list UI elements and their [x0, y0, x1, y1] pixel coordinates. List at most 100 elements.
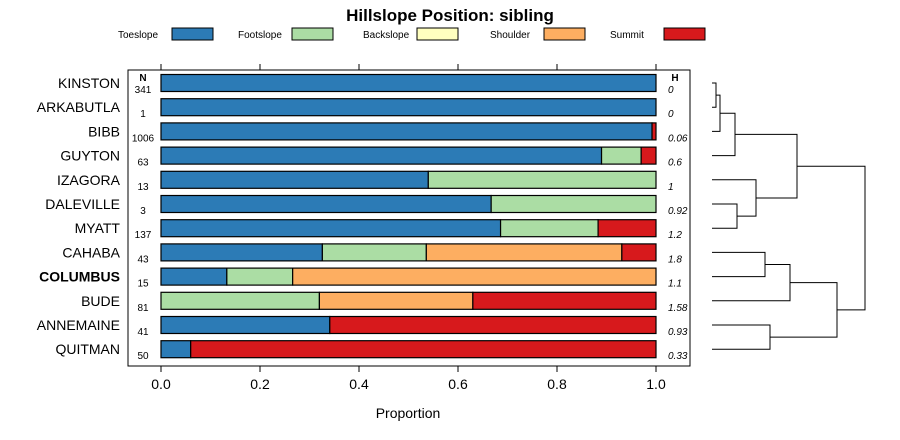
h-value-bibb: 0.06 — [668, 133, 688, 144]
row-label-kinston: KINSTON — [58, 75, 120, 91]
bar-columbus-toeslope — [160, 267, 228, 286]
x-tick-label-3: 0.6 — [448, 376, 468, 392]
n-value-quitman: 50 — [137, 351, 149, 362]
bar-myatt-footslope — [499, 219, 599, 238]
x-tick-label-2: 0.4 — [349, 376, 369, 392]
bar-myatt-toeslope — [160, 219, 502, 238]
row-label-guyton: GUYTON — [60, 148, 120, 164]
row-label-cahaba: CAHABA — [62, 244, 120, 260]
bar-columbus-footslope — [226, 267, 294, 286]
n-value-bude: 81 — [137, 303, 149, 314]
row-label-annemaine: ANNEMAINE — [37, 317, 120, 333]
n-value-kinston: 341 — [135, 85, 152, 96]
legend-label-footslope: Footslope — [238, 30, 282, 41]
bar-izagora-footslope — [427, 170, 657, 189]
legend-label-shoulder: Shoulder — [490, 30, 531, 41]
dendro-link-upper — [735, 133, 798, 199]
row-label-daleville: DALEVILLE — [45, 196, 120, 212]
row-label-columbus: COLUMBUS — [39, 269, 120, 285]
dendro-link-cahaba-columbus — [712, 251, 766, 278]
n-header: N — [139, 73, 146, 84]
h-value-cahaba: 1.8 — [668, 254, 682, 265]
bar-bude-footslope — [160, 291, 320, 310]
x-tick-label-5: 1.0 — [646, 376, 666, 392]
x-axis-label: Proportion — [376, 405, 441, 421]
bar-bibb-summit — [651, 122, 657, 141]
h-value-kinston: 0 — [668, 85, 674, 96]
legend-swatch-backslope — [416, 27, 459, 41]
dendrogram — [712, 82, 866, 350]
bar-annemaine-toeslope — [160, 315, 331, 335]
dendro-link-bude — [712, 264, 791, 302]
dendro-link-izagora — [712, 179, 757, 217]
bar-daleville-toeslope — [160, 194, 492, 214]
bar-arkabutla-toeslope — [160, 98, 657, 117]
legend-label-backslope: Backslope — [363, 30, 410, 41]
bar-guyton-toeslope — [160, 146, 603, 165]
dendro-link-daleville-myatt — [712, 203, 738, 229]
h-value-columbus: 1.1 — [668, 279, 682, 290]
h-value-arkabutla: 0 — [668, 109, 674, 120]
row-label-bude: BUDE — [81, 293, 120, 309]
bar-cahaba-footslope — [321, 243, 427, 262]
bar-myatt-summit — [597, 219, 657, 238]
x-tick-label-4: 0.8 — [547, 376, 567, 392]
dendro-link-root — [797, 165, 866, 311]
bar-cahaba-shoulder — [425, 243, 623, 262]
bar-bude-summit — [472, 291, 657, 310]
n-value-izagora: 13 — [137, 182, 149, 193]
row-label-izagora: IZAGORA — [57, 172, 121, 188]
h-value-daleville: 0.92 — [668, 206, 688, 217]
bar-cahaba-summit — [621, 243, 657, 262]
plot-frame — [127, 69, 691, 367]
h-value-izagora: 1 — [668, 182, 674, 193]
legend-swatch-summit — [663, 27, 706, 41]
bar-columbus-shoulder — [292, 267, 657, 286]
dendro-link-guyton — [712, 112, 736, 157]
bar-bibb-toeslope — [160, 122, 653, 141]
x-axis: 0.0 0.2 0.4 0.6 0.8 1.0 — [151, 64, 666, 392]
row-label-bibb: BIBB — [88, 123, 120, 139]
bar-quitman-toeslope — [160, 340, 192, 359]
bar-guyton-footslope — [600, 146, 642, 165]
bar-daleville-footslope — [490, 194, 657, 214]
h-value-annemaine: 0.93 — [668, 327, 688, 338]
n-value-bibb: 1006 — [132, 133, 155, 144]
row-label-myatt: MYATT — [75, 220, 121, 236]
bar-guyton-summit — [640, 146, 657, 165]
dendro-link-annemaine-quitman — [712, 324, 771, 350]
legend-label-summit: Summit — [610, 30, 644, 41]
bar-cahaba-toeslope — [160, 243, 323, 262]
legend-swatch-toeslope — [171, 27, 214, 41]
h-value-quitman: 0.33 — [668, 351, 688, 362]
n-value-arkabutla: 1 — [140, 109, 146, 120]
bar-kinston-toeslope — [160, 73, 657, 93]
h-value-bude: 1.58 — [668, 303, 688, 314]
n-value-annemaine: 41 — [137, 327, 149, 338]
bar-quitman-summit — [190, 340, 657, 359]
n-value-cahaba: 43 — [137, 254, 149, 265]
legend-swatch-shoulder — [543, 27, 586, 41]
row-label-arkabutla: ARKABUTLA — [37, 99, 121, 115]
chart-title: Hillslope Position: sibling — [346, 6, 554, 25]
h-header: H — [671, 73, 678, 84]
n-value-guyton: 63 — [137, 158, 149, 169]
bar-bude-shoulder — [318, 291, 474, 310]
x-tick-label-0: 0.0 — [151, 376, 171, 392]
row-label-quitman: QUITMAN — [55, 341, 120, 357]
dendro-link-kinston-arkabutla — [712, 82, 717, 108]
bar-annemaine-summit — [329, 315, 657, 335]
legend: Toeslope Footslope Backslope Shoulder Summit — [118, 27, 706, 41]
n-value-daleville: 3 — [140, 206, 146, 217]
legend-label-toeslope: Toeslope — [118, 30, 158, 41]
h-value-myatt: 1.2 — [668, 230, 682, 241]
x-tick-label-1: 0.2 — [250, 376, 270, 392]
legend-swatch-footslope — [291, 27, 334, 41]
dendro-link-lower — [770, 282, 838, 338]
n-value-myatt: 137 — [135, 230, 152, 241]
h-value-guyton: 0.6 — [668, 158, 682, 169]
bar-izagora-toeslope — [160, 170, 429, 189]
n-value-columbus: 15 — [137, 279, 149, 290]
